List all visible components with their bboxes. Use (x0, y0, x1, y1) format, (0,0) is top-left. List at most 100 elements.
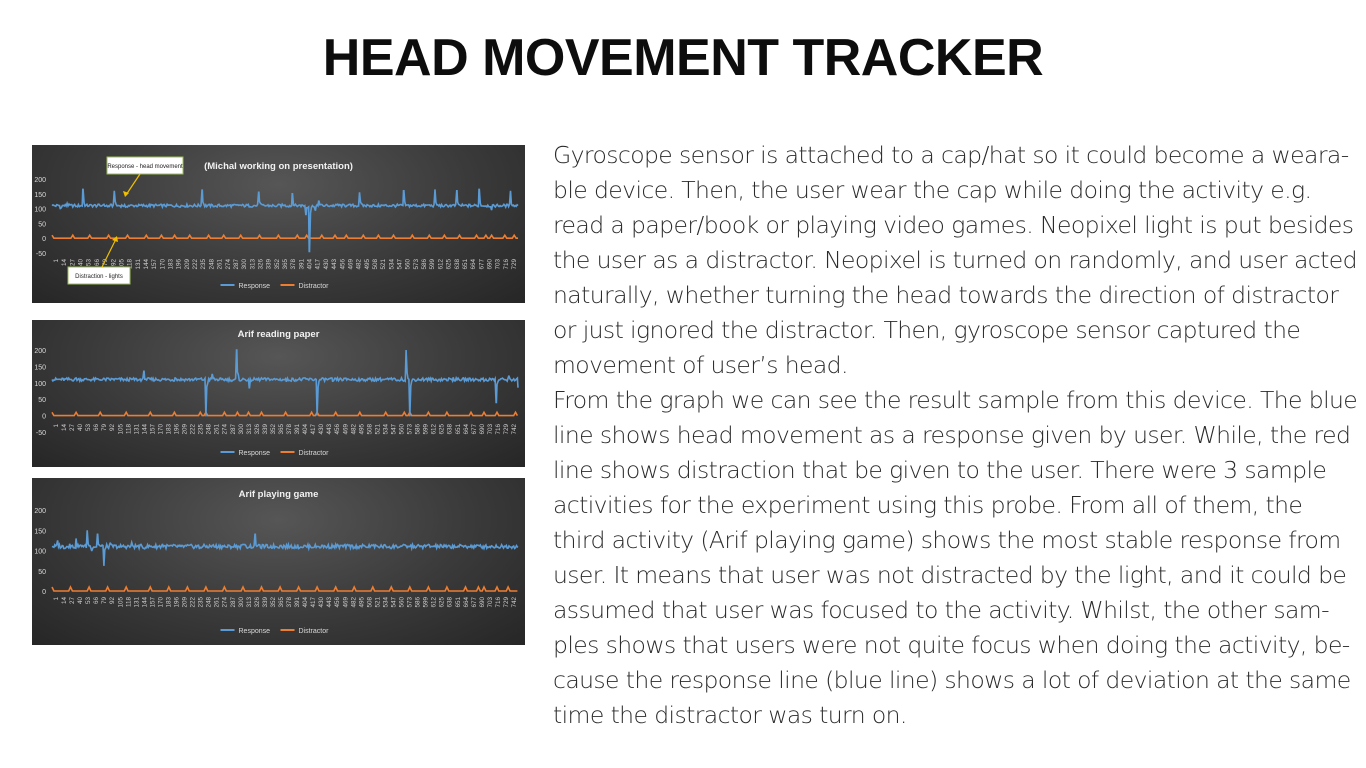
x-tick-label: 456 (334, 597, 341, 608)
x-tick-label: 300 (238, 597, 245, 608)
chart-michal-presentation: (Michal working on presentation) 200 150 10… (32, 145, 525, 303)
y-tick-label: -50 (36, 430, 46, 437)
x-tick-label: 469 (342, 424, 349, 435)
x-tick-label: 547 (397, 259, 404, 270)
y-tick-label: 200 (34, 177, 46, 184)
x-tick-label: 521 (374, 424, 381, 435)
x-tick-label: 482 (350, 424, 357, 435)
x-tick-label: 508 (366, 597, 373, 608)
x-tick-label: 339 (262, 597, 269, 608)
x-tick-label: 417 (310, 597, 317, 608)
y-tick-label: 200 (34, 508, 46, 515)
x-tick-label: 261 (214, 424, 221, 435)
x-tick-label: 274 (222, 597, 229, 608)
x-tick-label: 703 (487, 424, 494, 435)
paragraph-line: naturally, whether turning the head towa… (553, 281, 1339, 309)
x-tick-label: 365 (282, 259, 289, 270)
x-tick-label: 170 (157, 424, 164, 435)
x-tick-label: 92 (109, 597, 116, 605)
x-tick-label: 469 (342, 597, 349, 608)
y-tick-label: 50 (38, 221, 46, 228)
x-tick-label: 53 (85, 424, 92, 432)
paragraph-line: ples shows that users were not quite foc… (553, 631, 1350, 659)
x-tick-label: 586 (415, 597, 422, 608)
x-tick-label: 131 (133, 597, 140, 608)
x-tick-label: 170 (159, 259, 166, 270)
x-tick-label: 248 (206, 424, 213, 435)
x-tick-label: 430 (323, 259, 330, 270)
paragraph-line: user. It means that user was not distrac… (553, 561, 1347, 589)
x-tick-label: 352 (270, 424, 277, 435)
x-tick-label: 105 (118, 259, 125, 270)
x-tick-label: 209 (184, 259, 191, 270)
chart-title: Arif reading paper (238, 329, 320, 340)
x-tick-label: 209 (182, 424, 189, 435)
x-tick-label: 79 (102, 259, 109, 267)
x-tick-label: 495 (358, 424, 365, 435)
x-tick-label: 235 (198, 597, 205, 608)
x-tick-label: 274 (222, 424, 229, 435)
x-tick-label: 547 (390, 424, 397, 435)
x-tick-label: 508 (372, 259, 379, 270)
paragraph-line: read a paper/book or playing video games… (553, 211, 1354, 239)
x-tick-label: 66 (93, 597, 100, 605)
x-tick-label: 599 (429, 259, 436, 270)
x-tick-label: 222 (192, 259, 199, 270)
x-tick-label: 716 (503, 259, 510, 270)
x-tick-label: 729 (503, 424, 510, 435)
x-tick-label: 651 (462, 259, 469, 270)
paragraph-line: cause the response line (blue line) show… (553, 666, 1351, 694)
x-tick-label: 118 (125, 424, 132, 435)
legend-response-label: Response (239, 628, 271, 635)
x-tick-label: 677 (471, 424, 478, 435)
x-tick-label: 209 (182, 597, 189, 608)
x-tick-label: 430 (318, 597, 325, 608)
x-tick-label: 378 (290, 259, 297, 270)
y-tick-label: 100 (34, 381, 46, 388)
description-text: Gyroscope sensor is attached to a cap/ha… (553, 138, 1358, 733)
x-tick-label: 131 (133, 424, 140, 435)
chart-arif-game: Arif playing game 200 150 100 50 0 1 14 27 40 53 66… (32, 478, 525, 645)
x-tick-label: 664 (463, 424, 470, 435)
annotation-label: Distraction - lights (75, 274, 123, 280)
distractor-line (51, 410, 519, 417)
x-tick-label: 417 (310, 424, 317, 435)
x-tick-label: 690 (479, 597, 486, 608)
x-tick-label: 716 (495, 424, 502, 435)
x-tick-label: 638 (447, 424, 454, 435)
x-tick-label: 638 (447, 597, 454, 608)
x-tick-label: 53 (85, 597, 92, 605)
annotation-arrowhead (123, 191, 129, 197)
x-tick-label: 625 (439, 424, 446, 435)
paragraph-line: line shows head movement as a response g… (553, 421, 1351, 449)
paragraph-line: movement of user’s head. (553, 351, 848, 379)
response-line (51, 188, 519, 253)
x-tick-label: 651 (455, 597, 462, 608)
legend-response-label: Response (239, 283, 271, 290)
x-tick-label: 521 (380, 259, 387, 270)
x-tick-label: 534 (382, 424, 389, 435)
x-tick-label: 599 (423, 424, 430, 435)
x-tick-label: 612 (431, 597, 438, 608)
x-tick-label: 222 (190, 597, 197, 608)
x-tick-label: 313 (246, 424, 253, 435)
x-tick-label: 651 (455, 424, 462, 435)
x-tick-label: 1 (53, 259, 60, 263)
x-tick-label: 534 (388, 259, 395, 270)
x-tick-label: 677 (471, 597, 478, 608)
x-tick-label: 742 (511, 424, 518, 435)
x-tick-label: 352 (274, 259, 281, 270)
x-tick-label: 430 (318, 424, 325, 435)
x-tick-label: 521 (374, 597, 381, 608)
x-tick-label: 287 (230, 597, 237, 608)
x-tick-label: 703 (487, 597, 494, 608)
x-tick-label: 14 (61, 424, 68, 432)
x-tick-label: 534 (382, 597, 389, 608)
paragraph-line: line shows distraction that be given to … (553, 456, 1327, 484)
x-tick-label: 508 (366, 424, 373, 435)
x-tick-label: 573 (407, 424, 414, 435)
y-tick-label: 0 (42, 589, 46, 596)
annotation-response: Response - head movement (106, 156, 184, 197)
annotation-arrow (101, 238, 117, 268)
x-tick-label: 248 (208, 259, 215, 270)
